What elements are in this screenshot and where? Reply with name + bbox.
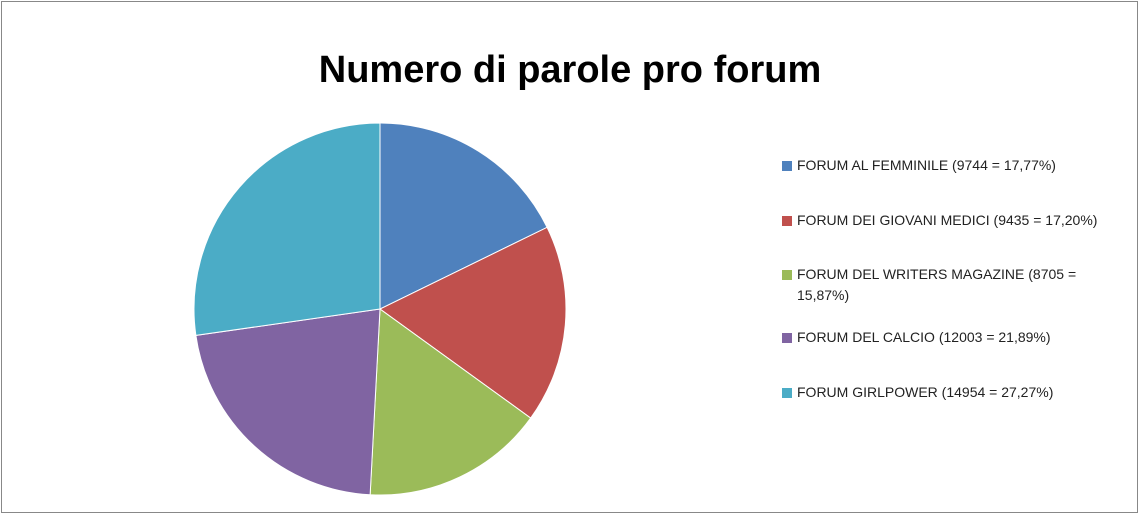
legend-label: FORUM DEL WRITERS MAGAZINE (8705 = 15,87… (797, 266, 1077, 303)
legend-label: FORUM DEL CALCIO (12003 = 21,89%) (797, 329, 1051, 345)
legend-label: FORUM AL FEMMINILE (9744 = 17,77%) (797, 157, 1056, 173)
pie-slice (379, 226, 567, 419)
legend-swatch (782, 216, 792, 226)
legend-swatch (782, 270, 792, 280)
pie-slice (195, 308, 381, 496)
pie-slice (193, 122, 381, 336)
pie-slice (369, 308, 532, 496)
legend-label: FORUM GIRLPOWER (14954 = 27,27%) (797, 384, 1054, 400)
legend-swatch (782, 333, 792, 343)
legend-label: FORUM DEI GIOVANI MEDICI (9435 = 17,20%) (797, 212, 1098, 228)
legend-entry: FORUM GIRLPOWER (14954 = 27,27%) (782, 382, 1127, 403)
pie-slice (379, 122, 548, 310)
chart-title: Numero di parole pro forum (319, 49, 821, 91)
legend-entry: FORUM DEI GIOVANI MEDICI (9435 = 17,20%) (782, 210, 1127, 231)
legend-swatch (782, 161, 792, 171)
legend-entry: FORUM DEL CALCIO (12003 = 21,89%) (782, 327, 1127, 348)
legend-entry: FORUM DEL WRITERS MAGAZINE (8705 = 15,87… (782, 264, 1127, 306)
legend-entry: FORUM AL FEMMINILE (9744 = 17,77%) (782, 155, 1127, 176)
legend-swatch (782, 388, 792, 398)
